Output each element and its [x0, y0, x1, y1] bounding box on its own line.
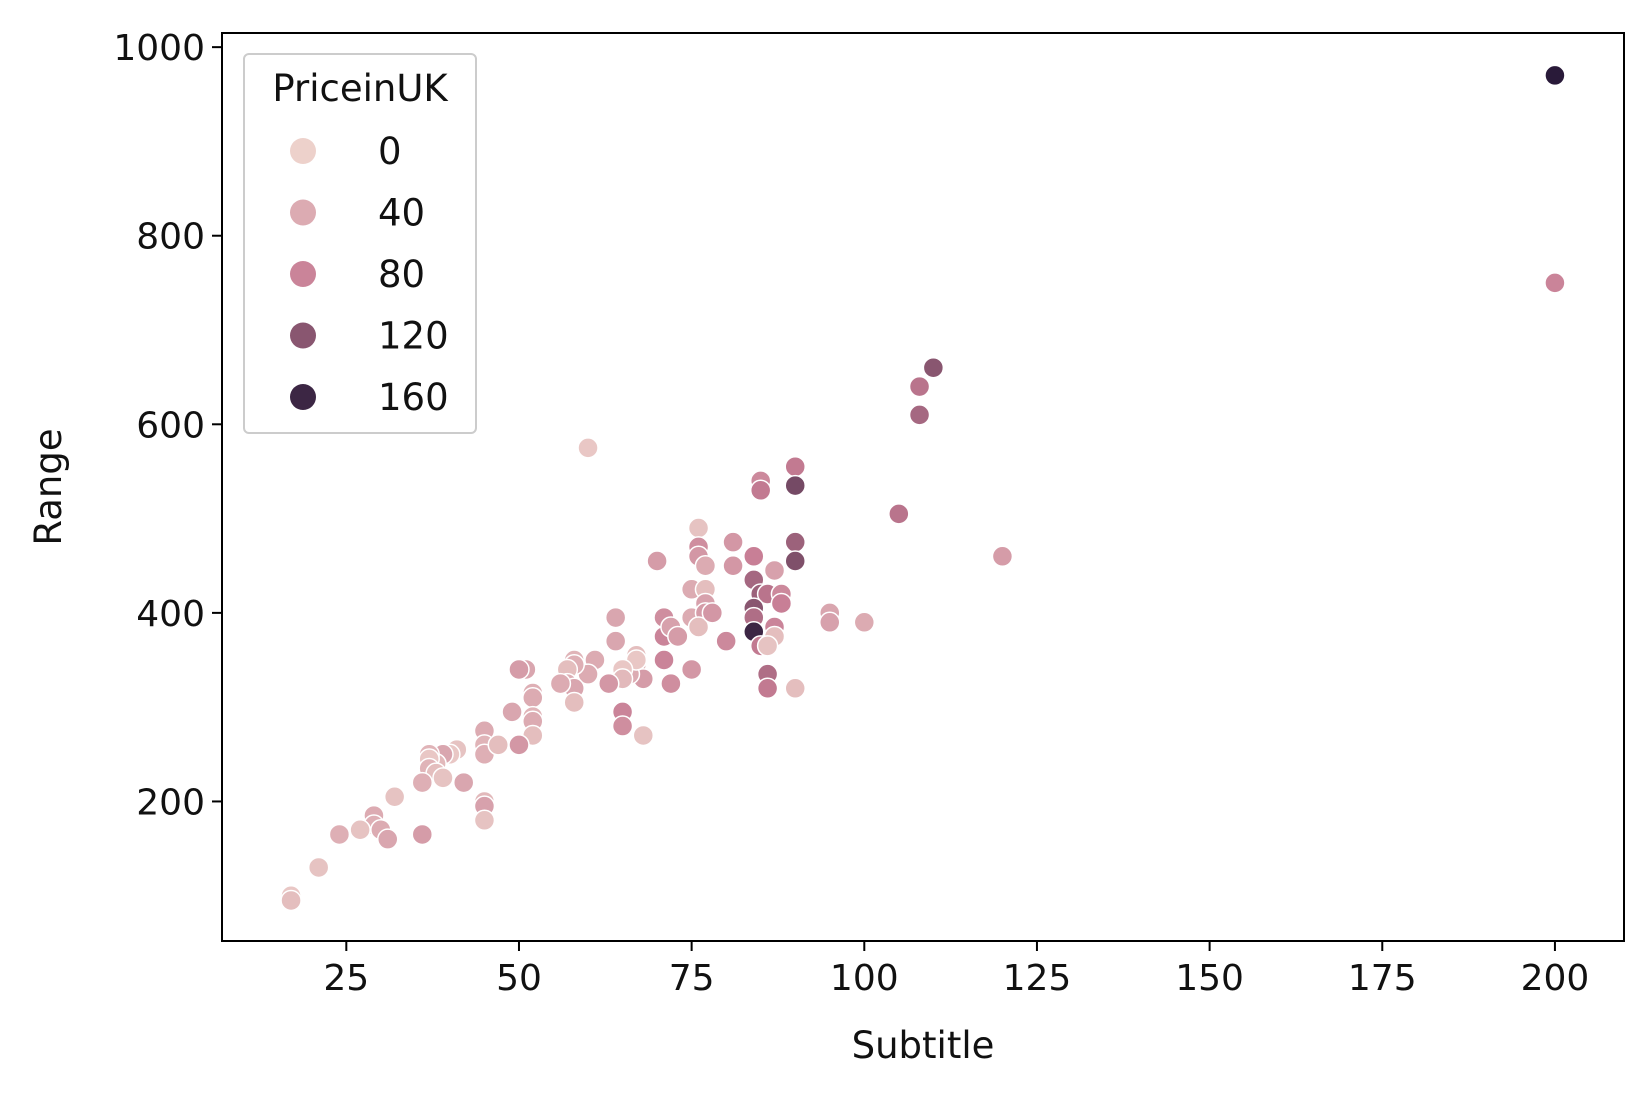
data-point [611, 715, 634, 737]
data-point [563, 691, 585, 714]
legend-label: 80 [378, 253, 425, 296]
data-point [646, 550, 668, 572]
legend-entries: 0 40 80 120 160 [290, 130, 449, 419]
y-tick-label: 800 [136, 217, 205, 258]
legend-marker [290, 322, 316, 349]
data-point [1544, 64, 1566, 87]
data-point [349, 818, 371, 841]
data-point [1544, 272, 1566, 294]
data-point [377, 828, 399, 850]
y-axis: 200 400 600 800 1000 [113, 28, 222, 823]
data-point [784, 455, 806, 478]
data-point [653, 649, 675, 671]
legend-label: 120 [378, 315, 449, 358]
y-tick-label: 600 [136, 405, 205, 446]
data-point [722, 531, 744, 553]
data-point [888, 503, 910, 525]
y-tick-label: 1000 [113, 28, 205, 69]
data-point [715, 630, 737, 652]
data-point [701, 602, 724, 624]
legend-marker [290, 261, 316, 287]
y-tick-label: 400 [136, 594, 205, 635]
legend-marker [290, 199, 316, 226]
data-point [908, 375, 931, 398]
data-point [991, 545, 1014, 568]
legend-label: 40 [378, 192, 425, 235]
x-axis-title: Subtitle [852, 1024, 995, 1067]
data-point [411, 823, 434, 846]
data-point [749, 479, 772, 502]
data-point [577, 437, 599, 459]
data-point [487, 734, 510, 756]
data-point [756, 635, 779, 657]
data-point [743, 545, 765, 568]
legend-marker [290, 138, 316, 164]
data-point [501, 701, 523, 723]
data-point [604, 630, 627, 652]
data-point [632, 724, 655, 747]
data-point [549, 672, 572, 695]
data-point [784, 677, 806, 700]
data-point [784, 531, 806, 553]
data-point [819, 611, 841, 634]
data-point [908, 404, 931, 426]
data-point [680, 658, 703, 681]
data-point [598, 672, 620, 695]
x-tick-label: 150 [1175, 958, 1244, 999]
data-point [694, 554, 717, 577]
legend-label: 160 [378, 376, 449, 419]
data-point [853, 611, 876, 634]
x-tick-label: 75 [669, 958, 715, 999]
data-point [452, 771, 475, 794]
x-axis: 25 50 75 100 125 150 175 200 [323, 941, 1589, 999]
x-tick-label: 175 [1348, 958, 1417, 999]
data-point [660, 672, 682, 695]
legend-title: PriceinUK [272, 67, 449, 110]
x-tick-label: 25 [323, 958, 369, 999]
data-point [667, 625, 689, 648]
data-point [307, 856, 330, 879]
data-point [756, 677, 779, 700]
points-layer [280, 64, 1566, 912]
data-point [473, 809, 496, 832]
data-point [922, 356, 945, 379]
legend-marker [290, 384, 316, 410]
plot-frame [221, 32, 1625, 942]
data-point [687, 616, 710, 638]
data-point [687, 517, 710, 539]
y-axis-title: Range [27, 428, 70, 545]
data-point [383, 785, 406, 808]
data-point [784, 550, 806, 572]
data-point [508, 734, 530, 756]
data-point [508, 658, 530, 681]
x-tick-label: 100 [830, 958, 899, 999]
data-point [411, 771, 434, 794]
data-point [328, 823, 351, 846]
data-point [763, 559, 786, 582]
x-tick-label: 200 [1521, 958, 1590, 999]
y-tick-label: 200 [136, 782, 205, 823]
x-tick-label: 125 [1003, 958, 1072, 999]
data-point [784, 474, 806, 497]
legend: PriceinUK 0 40 80 120 160 [243, 53, 477, 434]
data-point [280, 889, 302, 912]
data-point [522, 686, 544, 709]
data-point [432, 767, 454, 789]
legend-label: 0 [378, 130, 402, 173]
data-point [770, 592, 793, 615]
x-tick-label: 50 [496, 958, 542, 999]
data-point [722, 554, 744, 577]
data-point [604, 606, 627, 629]
